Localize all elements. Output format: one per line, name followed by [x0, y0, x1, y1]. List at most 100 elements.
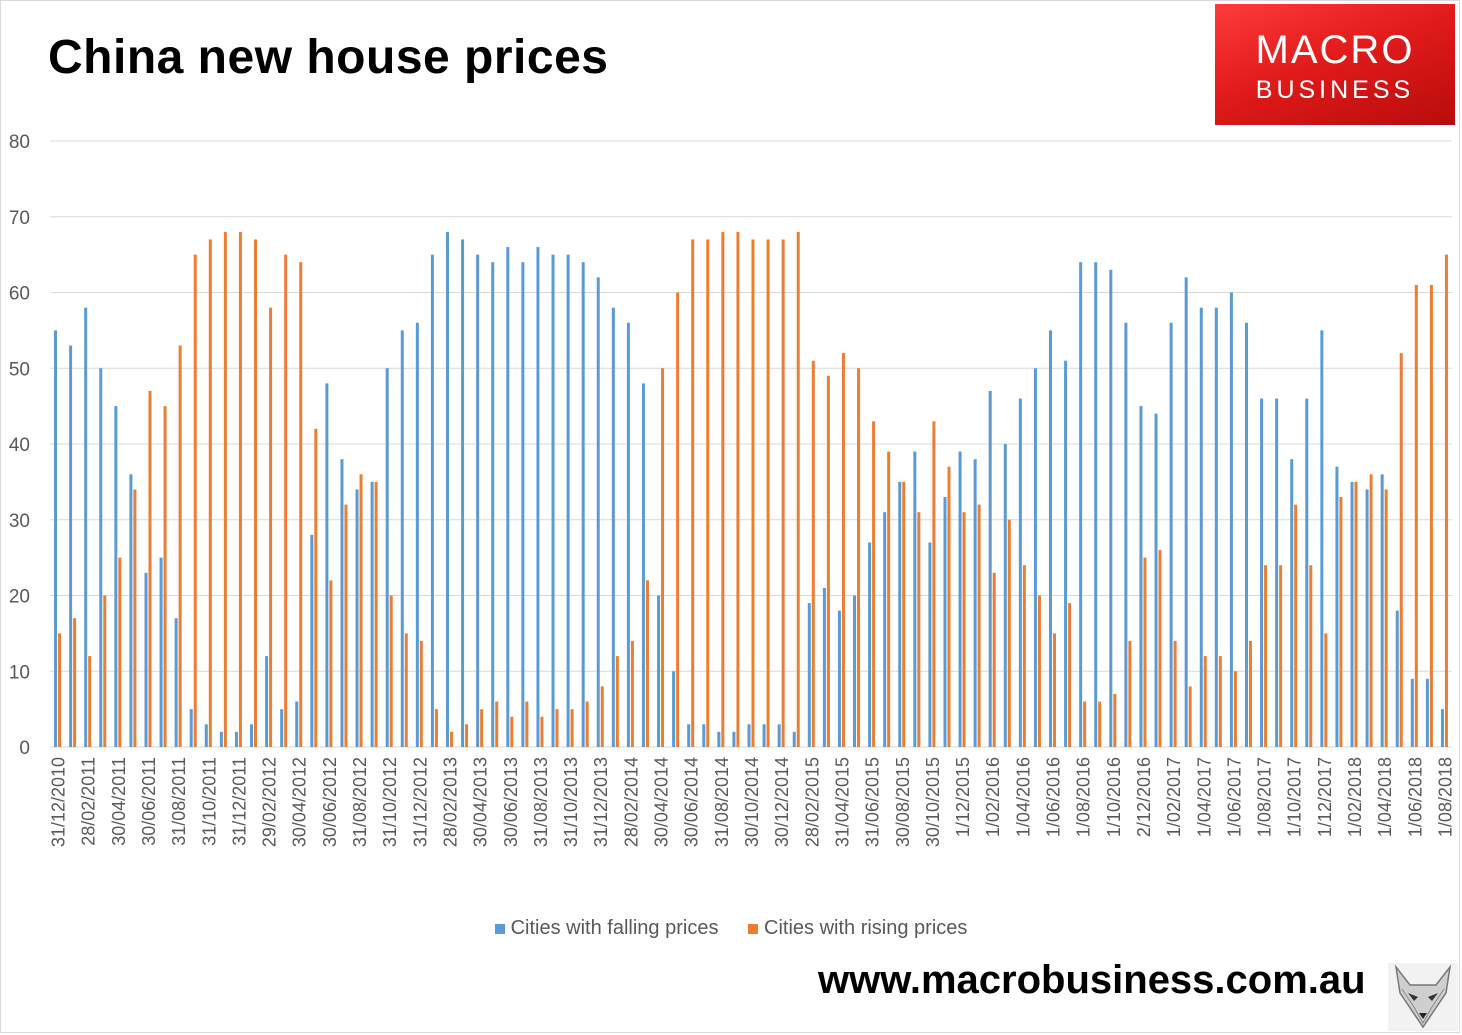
bar-falling — [1335, 466, 1339, 747]
bar-rising — [1429, 284, 1433, 747]
bar-falling — [687, 724, 691, 747]
bar-falling — [1320, 330, 1324, 748]
bar-falling — [370, 481, 374, 748]
x-tick-label: 31/06/2015 — [863, 757, 883, 847]
x-tick-label: 31/08/2014 — [712, 757, 732, 847]
bar-rising — [480, 709, 484, 748]
bar-rising — [781, 239, 785, 747]
bar-rising — [269, 307, 273, 747]
x-tick-label: 28/02/2014 — [621, 757, 641, 847]
legend-label-rising: Cities with rising prices — [764, 917, 968, 939]
bar-falling — [1049, 330, 1053, 748]
bar-falling — [430, 254, 434, 748]
y-tick-label: 30 — [9, 511, 30, 532]
bar-rising — [1444, 254, 1448, 748]
bar-rising — [600, 686, 604, 747]
bar-falling — [641, 383, 645, 747]
bar-falling — [400, 330, 404, 748]
x-tick-label: 31/10/2013 — [561, 757, 581, 847]
bar-falling — [853, 595, 857, 747]
bar-rising — [389, 595, 393, 747]
x-tick-label: 30/04/2011 — [109, 757, 129, 846]
bar-rising — [1188, 686, 1192, 747]
bar-falling — [1079, 262, 1083, 747]
bar-falling — [1290, 459, 1294, 747]
bar-rising — [133, 489, 137, 747]
bar-rising — [1309, 565, 1313, 747]
bar-rising — [449, 731, 453, 747]
bar-rising — [721, 231, 725, 747]
bar-rising — [254, 239, 258, 747]
bar-rising — [841, 353, 845, 747]
legend-label-falling: Cities with falling prices — [510, 917, 719, 939]
bar-rising — [826, 375, 830, 747]
y-tick-label: 0 — [19, 738, 30, 759]
y-tick-label: 80 — [9, 132, 30, 153]
bar-falling — [792, 731, 796, 747]
x-tick-label: 1/06/2018 — [1405, 757, 1425, 837]
bar-falling — [476, 254, 480, 748]
bar-falling — [1395, 610, 1399, 747]
bar-rising — [193, 254, 197, 748]
bar-rising — [676, 292, 680, 747]
bar-falling — [1064, 360, 1068, 747]
bar-rising — [947, 466, 951, 747]
bar-falling — [54, 330, 58, 748]
logo-line-2: BUSINESS — [1255, 76, 1415, 104]
y-tick-label: 70 — [9, 208, 30, 229]
bar-rising — [525, 701, 529, 747]
bar-falling — [807, 603, 811, 747]
bar-falling — [1124, 322, 1128, 747]
bar-falling — [189, 709, 193, 748]
bar-rising — [887, 451, 891, 747]
bar-rising — [1203, 656, 1207, 747]
bar-rising — [118, 557, 122, 748]
x-tick-label: 2/12/2016 — [1134, 757, 1154, 837]
bar-rising — [1294, 504, 1298, 747]
bar-rising — [736, 231, 740, 747]
bar-rising — [872, 421, 876, 747]
bar-falling — [99, 368, 103, 747]
bar-falling — [1018, 398, 1022, 747]
bar-falling — [1365, 489, 1369, 747]
bar-rising — [178, 345, 182, 747]
x-tick-label: 31/08/2013 — [531, 757, 551, 847]
bar-falling — [1380, 474, 1384, 747]
bar-rising — [1143, 557, 1147, 748]
bar-falling — [868, 542, 872, 747]
bar-rising — [962, 512, 966, 747]
x-tick-label: 31/10/2012 — [380, 757, 400, 847]
bar-falling — [174, 618, 178, 747]
bar-falling — [1169, 322, 1173, 747]
x-tick-label: 30/06/2011 — [139, 757, 159, 846]
bar-rising — [615, 656, 619, 747]
bar-rising — [555, 709, 559, 748]
bar-rising — [495, 701, 499, 747]
bar-rising — [465, 724, 469, 747]
bar-falling — [762, 724, 766, 747]
bar-falling — [310, 534, 314, 747]
bar-rising — [510, 716, 514, 747]
x-tick-label: 1/04/2016 — [1013, 757, 1033, 837]
x-tick-label: 30/10/2015 — [923, 757, 943, 847]
x-tick-label: 30/06/2014 — [682, 757, 702, 847]
bar-rising — [706, 239, 710, 747]
bar-falling — [626, 322, 630, 747]
bar-falling — [1139, 406, 1143, 748]
bar-rising — [977, 504, 981, 747]
legend-swatch-rising — [748, 923, 759, 934]
bar-falling — [506, 247, 510, 748]
bar-rising — [691, 239, 695, 747]
bar-falling — [657, 595, 661, 747]
bar-falling — [1244, 322, 1248, 747]
bar-rising — [917, 512, 921, 747]
bar-rising — [238, 231, 242, 747]
bar-falling — [777, 724, 781, 747]
bar-falling — [234, 731, 238, 747]
x-tick-label: 30/04/2014 — [652, 757, 672, 847]
x-tick-label: 1/10/2016 — [1104, 757, 1124, 837]
bar-falling — [461, 239, 465, 747]
bar-falling — [1425, 678, 1429, 747]
bar-falling — [265, 656, 269, 747]
bar-falling — [551, 254, 555, 748]
